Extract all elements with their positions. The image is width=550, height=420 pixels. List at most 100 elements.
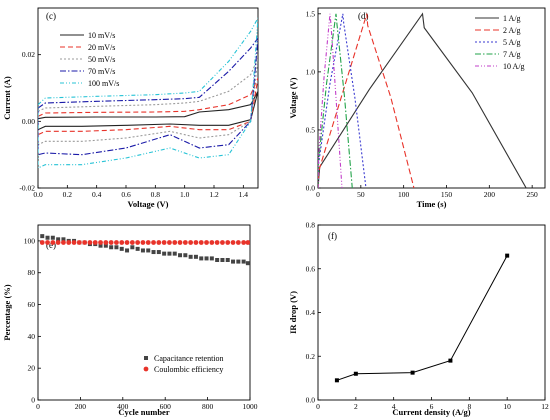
x-tick-label: 250 bbox=[527, 190, 539, 199]
capacitance-point bbox=[188, 254, 193, 259]
capacitance-point bbox=[40, 234, 45, 239]
x-tick-label: 4 bbox=[392, 402, 396, 411]
x-tick-label: 400 bbox=[117, 402, 129, 411]
y-tick-label: -0.02 bbox=[19, 184, 35, 193]
panel-label: (d) bbox=[358, 11, 369, 21]
capacitance-point bbox=[151, 250, 156, 255]
capacitance-point bbox=[135, 246, 140, 251]
coulombic-point bbox=[235, 240, 241, 245]
x-axis-title: Cycle number bbox=[118, 407, 169, 417]
coulombic-point bbox=[193, 240, 199, 245]
coulombic-point bbox=[230, 240, 236, 245]
x-tick-label: 800 bbox=[202, 402, 214, 411]
coulombic-point bbox=[76, 240, 82, 245]
capacitance-point bbox=[146, 248, 151, 253]
coulombic-point bbox=[103, 240, 109, 245]
x-tick-label: 1.2 bbox=[209, 190, 219, 199]
series-line bbox=[318, 13, 343, 188]
series-line bbox=[38, 77, 258, 136]
x-tick-label: 8 bbox=[467, 402, 471, 411]
legend-label: 10 mV/s bbox=[88, 31, 115, 40]
y-tick-label: 0.2 bbox=[306, 352, 316, 361]
y-axis-title: IR drop (V) bbox=[288, 291, 298, 334]
x-tick-label: 150 bbox=[441, 190, 453, 199]
capacitance-point bbox=[209, 256, 214, 261]
x-tick-label: 0.8 bbox=[151, 190, 161, 199]
x-tick-label: 6 bbox=[430, 402, 434, 411]
legend-label: 5 A/g bbox=[503, 38, 521, 47]
capacitance-point bbox=[162, 251, 167, 256]
capacitance-point bbox=[119, 246, 124, 251]
coulombic-point bbox=[66, 240, 72, 245]
coulombic-point bbox=[129, 240, 135, 245]
y-tick-label: 80 bbox=[28, 268, 36, 277]
plot-frame bbox=[317, 7, 546, 189]
capacitance-point bbox=[130, 245, 135, 250]
coulombic-point bbox=[45, 240, 50, 245]
capacitance-point bbox=[178, 253, 183, 258]
ir-drop-point bbox=[353, 371, 358, 376]
x-tick-label: 100 bbox=[398, 190, 410, 199]
x-tick-label: 0 bbox=[36, 402, 40, 411]
coulombic-point bbox=[198, 240, 204, 245]
capacitance-point bbox=[220, 258, 225, 262]
y-axis-title: Percentage (%) bbox=[2, 284, 12, 340]
ir-drop-point bbox=[334, 378, 339, 383]
y-tick-label: 20 bbox=[28, 364, 36, 373]
panel-label: (f) bbox=[328, 231, 337, 241]
coulombic-point bbox=[172, 240, 178, 245]
coulombic-point bbox=[98, 240, 103, 245]
y-tick-label: 0.5 bbox=[306, 125, 316, 134]
coulombic-point bbox=[167, 240, 172, 245]
panel-label: (c) bbox=[46, 11, 56, 21]
x-tick-label: 1.0 bbox=[180, 190, 190, 199]
coulombic-point bbox=[71, 240, 77, 245]
coulombic-point bbox=[204, 240, 209, 245]
series-group bbox=[334, 253, 510, 383]
legend-label: 20 mV/s bbox=[88, 43, 115, 52]
coulombic-point bbox=[119, 240, 125, 245]
coulombic-point bbox=[61, 240, 66, 245]
legend-swatch bbox=[143, 366, 149, 372]
legend-label: Coulombic efficiency bbox=[154, 365, 223, 374]
y-tick-label: 0.02 bbox=[22, 50, 35, 59]
y-tick-label: 100 bbox=[24, 236, 36, 245]
legend: 10 mV/s 20 mV/s 50 mV/s 70 mV/s 100 mV/s bbox=[60, 31, 119, 88]
x-tick-label: 0.4 bbox=[92, 190, 102, 199]
x-tick-label: 0 bbox=[316, 190, 320, 199]
capacitance-point bbox=[56, 237, 61, 242]
coulombic-point bbox=[140, 240, 146, 245]
capacitance-point bbox=[204, 256, 209, 261]
legend-label: 50 mV/s bbox=[88, 55, 115, 64]
coulombic-point bbox=[87, 240, 93, 245]
legend-label: 2 A/g bbox=[503, 26, 521, 35]
x-tick-label: 600 bbox=[160, 402, 172, 411]
legend-label: 1 A/g bbox=[503, 14, 521, 23]
coulombic-point bbox=[82, 240, 88, 245]
coulombic-point bbox=[182, 240, 188, 245]
capacitance-point bbox=[109, 245, 114, 250]
y-tick-label: 0.6 bbox=[306, 264, 316, 273]
chart-panel-3: 0 2 4 6 8 10 12 0.0 0.2 0.4 0.6 0.8 Current density … bbox=[288, 221, 549, 418]
plot-frame bbox=[37, 7, 259, 189]
x-tick-label: 50 bbox=[357, 190, 365, 199]
x-tick-label: 200 bbox=[484, 190, 496, 199]
series-line bbox=[318, 13, 415, 188]
coulombic-point bbox=[209, 240, 215, 245]
y-tick-label: 0.00 bbox=[22, 117, 35, 126]
legend-swatch bbox=[144, 356, 148, 360]
legend: 1 A/g 2 A/g 5 A/g 7 A/g 10 A/g bbox=[475, 14, 525, 71]
x-tick-label: 0.2 bbox=[63, 190, 73, 199]
y-tick-label: 0.8 bbox=[306, 221, 316, 230]
capacitance-point bbox=[231, 259, 236, 264]
x-tick-label: 200 bbox=[75, 402, 87, 411]
coulombic-point bbox=[151, 240, 156, 245]
y-tick-label: 1.0 bbox=[306, 67, 316, 76]
series-group bbox=[39, 234, 250, 266]
ir-drop-point bbox=[448, 358, 453, 363]
coulombic-point bbox=[225, 240, 231, 245]
coulombic-point bbox=[55, 240, 61, 245]
y-tick-label: 0.0 bbox=[306, 396, 316, 405]
y-tick-label: 0 bbox=[31, 396, 35, 405]
